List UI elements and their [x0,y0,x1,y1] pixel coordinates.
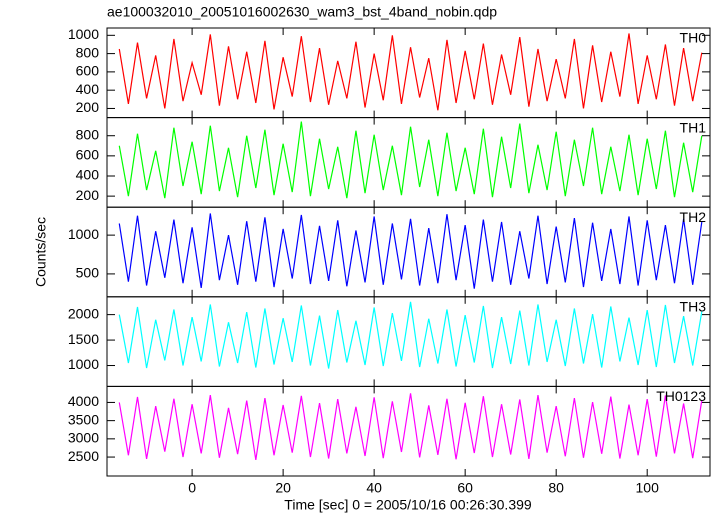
panel-frame [106,117,711,208]
chart-title: ae100032010_20051016002630_wam3_bst_4ban… [107,4,497,20]
y-tick-label: 800 [76,44,100,60]
y-tick-label: 200 [76,187,100,203]
y-tick-label: 500 [76,265,100,281]
y-tick-label: 400 [76,167,100,183]
light-curve [118,393,703,461]
light-curve [118,301,703,369]
x-tick-label: 0 [188,480,196,496]
y-tick-label: 3000 [68,430,99,446]
light-curve [118,33,703,111]
y-tick-label: 1000 [68,26,99,42]
y-tick-label: 2500 [68,448,99,464]
x-tick-label: 20 [275,480,291,496]
y-tick-label: 1000 [68,226,99,242]
light-curve [118,213,703,289]
y-tick-label: 800 [76,126,100,142]
y-tick-label: 1500 [68,331,99,347]
x-axis-label: Time [sec] 0 = 2005/10/16 00:26:30.399 [284,497,532,513]
light-curve [118,121,703,199]
panel-label: TH0 [680,30,707,46]
y-tick-label: 4000 [68,393,99,409]
y-tick-label: 2000 [68,305,99,321]
panel-label: TH1 [680,119,707,135]
y-tick-label: 3500 [68,411,99,427]
x-tick-label: 80 [548,480,564,496]
panel-label: TH0123 [656,388,706,404]
x-tick-label: 100 [636,480,660,496]
x-tick-label: 40 [366,480,382,496]
y-tick-label: 400 [76,81,100,97]
x-tick-label: 60 [457,480,473,496]
panel-frame [106,27,711,119]
panel-label: TH3 [680,299,707,315]
panel-frame [106,385,711,477]
y-tick-label: 200 [76,99,100,115]
panel-label: TH2 [680,209,707,225]
y-tick-label: 600 [76,63,100,79]
y-tick-label: 600 [76,147,100,163]
y-tick-label: 1000 [68,356,99,372]
y-axis-label: Counts/sec [33,217,49,287]
